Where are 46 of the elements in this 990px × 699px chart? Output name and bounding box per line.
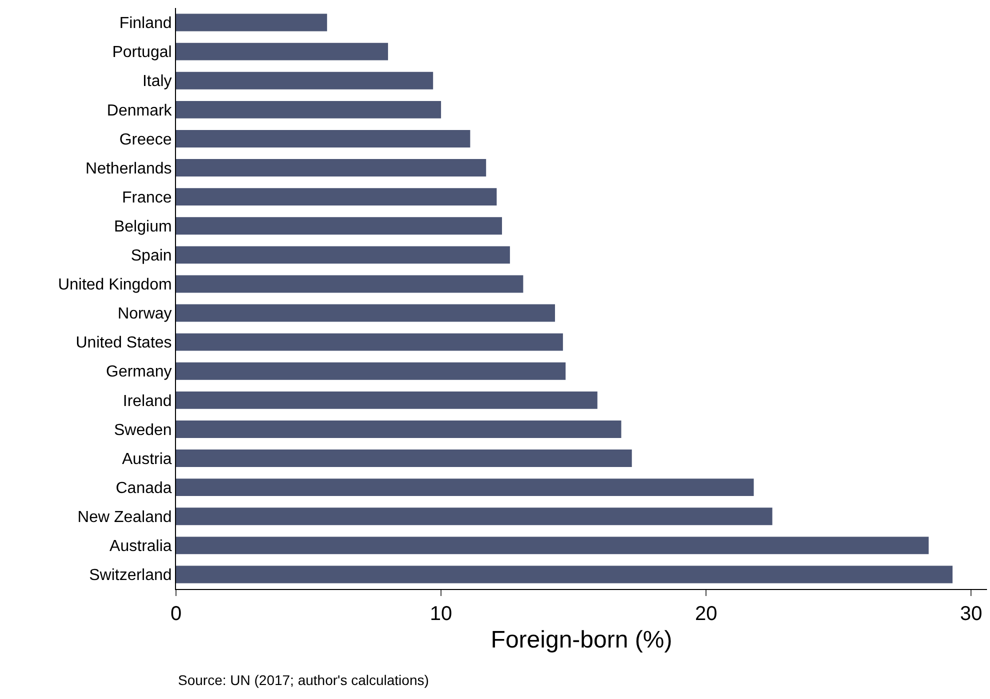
- bar: [176, 130, 470, 148]
- x-tick-label: 20: [694, 603, 718, 625]
- y-tick-label: Australia: [110, 538, 172, 556]
- bar: [176, 536, 929, 554]
- y-tick-label: Sweden: [114, 422, 172, 439]
- y-tick-label: Greece: [119, 131, 172, 148]
- bar: [176, 275, 524, 293]
- bar: [176, 217, 502, 235]
- bar: [176, 362, 566, 380]
- source-note: Source: UN (2017; author's calculations): [178, 672, 429, 688]
- y-tick-label: Canada: [116, 480, 172, 497]
- bar: [176, 566, 953, 584]
- bar: [176, 246, 510, 264]
- y-tick-label: Austria: [122, 450, 172, 468]
- x-tick-label: 30: [960, 603, 982, 625]
- y-tick-label: Ireland: [122, 392, 172, 410]
- y-tick-label: Italy: [142, 73, 172, 90]
- bar: [176, 333, 563, 351]
- bar: [176, 72, 434, 90]
- y-tick-label: United Kingdom: [58, 276, 172, 294]
- bar: [176, 14, 328, 32]
- bar: [176, 188, 497, 206]
- y-tick-label: Denmark: [106, 102, 173, 120]
- y-tick-label: Switzerland: [89, 567, 172, 584]
- y-tick-label: Finland: [119, 15, 172, 32]
- x-axis-title: Foreign-born (%): [490, 626, 672, 654]
- y-tick-label: Germany: [106, 364, 172, 381]
- x-tick-label: 0: [170, 603, 182, 625]
- y-tick-label: Spain: [130, 248, 172, 265]
- y-tick-label: France: [122, 189, 172, 206]
- bar: [176, 42, 388, 60]
- x-tick-label: 10: [430, 603, 452, 625]
- bar: [176, 391, 598, 409]
- bar: [176, 450, 632, 467]
- bar: [176, 100, 442, 118]
- y-tick-label: Portugal: [112, 44, 172, 62]
- bar: [176, 420, 622, 438]
- bar: [176, 478, 754, 496]
- y-tick-label: Norway: [118, 306, 172, 323]
- y-tick-label: New Zealand: [78, 508, 172, 526]
- y-tick-label: Belgium: [114, 218, 172, 236]
- y-tick-label: United States: [76, 334, 172, 352]
- bar: [176, 304, 555, 322]
- y-tick-label: Netherlands: [86, 160, 172, 178]
- bar: [176, 159, 486, 176]
- bar: [176, 508, 772, 526]
